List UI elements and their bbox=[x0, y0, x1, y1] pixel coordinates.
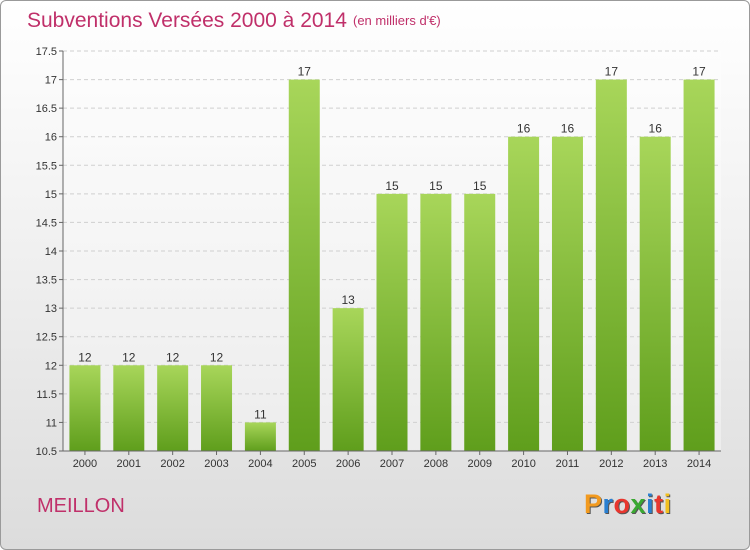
proxiti-logo: Proxiti bbox=[584, 489, 672, 520]
x-tick-label: 2009 bbox=[467, 458, 491, 470]
bar bbox=[332, 308, 364, 451]
value-label: 13 bbox=[341, 293, 355, 307]
bar bbox=[113, 365, 145, 451]
y-tick-label: 10.5 bbox=[36, 446, 57, 458]
x-tick-label: 2004 bbox=[248, 458, 272, 470]
value-label: 16 bbox=[517, 122, 531, 136]
y-tick-label: 14.5 bbox=[36, 217, 57, 229]
value-label: 17 bbox=[692, 65, 706, 79]
y-tick-label: 15 bbox=[45, 189, 57, 201]
y-tick-label: 17 bbox=[45, 75, 57, 87]
y-tick-label: 12 bbox=[45, 360, 57, 372]
value-label: 16 bbox=[649, 122, 663, 136]
value-label: 15 bbox=[385, 179, 399, 193]
y-tick-label: 17.5 bbox=[36, 46, 57, 58]
logo-letter: P bbox=[584, 489, 603, 519]
bar bbox=[639, 136, 671, 451]
value-label: 12 bbox=[122, 350, 136, 364]
value-label: 17 bbox=[605, 65, 619, 79]
bars bbox=[69, 79, 715, 452]
bar bbox=[157, 365, 189, 451]
y-tick-label: 16 bbox=[45, 132, 57, 144]
x-tick-label: 2007 bbox=[380, 458, 404, 470]
commune-name: MEILLON bbox=[37, 495, 125, 517]
logo-letter: i bbox=[663, 489, 672, 519]
x-tick-label: 2006 bbox=[336, 458, 360, 470]
bar bbox=[508, 136, 540, 451]
bar bbox=[420, 193, 452, 451]
chart-title: Subventions Versées 2000 à 2014 bbox=[27, 9, 347, 32]
bar bbox=[69, 365, 101, 451]
x-tick-label: 2000 bbox=[73, 458, 97, 470]
x-tick-label: 2011 bbox=[556, 458, 580, 470]
x-tick-label: 2010 bbox=[511, 458, 535, 470]
value-label: 16 bbox=[561, 122, 575, 136]
x-tick-label: 2012 bbox=[599, 458, 623, 470]
value-label: 12 bbox=[166, 350, 180, 364]
y-axis-labels: 10.5 11 11.5 12 12.5 13 13.5 14 14.5 15 15.5 16 16.5… bbox=[36, 46, 57, 458]
x-tick-label: 2005 bbox=[292, 458, 316, 470]
bar bbox=[288, 79, 320, 452]
x-tick-label: 2013 bbox=[643, 458, 667, 470]
x-tick-label: 2002 bbox=[160, 458, 184, 470]
bar bbox=[464, 193, 496, 451]
y-tick-label: 11 bbox=[46, 417, 57, 429]
x-tick-label: 2003 bbox=[204, 458, 228, 470]
value-label: 15 bbox=[429, 179, 443, 193]
value-label: 17 bbox=[298, 65, 312, 79]
y-tick-label: 15.5 bbox=[36, 160, 57, 172]
value-label: 15 bbox=[473, 179, 487, 193]
axes bbox=[59, 50, 721, 455]
y-tick-label: 13 bbox=[45, 303, 57, 315]
x-tick-label: 2014 bbox=[687, 458, 711, 470]
logo-letter: i bbox=[646, 489, 655, 519]
logo-letter: x bbox=[630, 489, 647, 519]
bar bbox=[595, 79, 627, 452]
logo-letter: o bbox=[613, 489, 631, 519]
logo-letter: r bbox=[602, 489, 614, 519]
bar bbox=[244, 422, 276, 451]
value-label: 12 bbox=[210, 350, 224, 364]
x-axis-labels: 2000 2001 2002 2003 2004 2005 2006 2007 2008 2009… bbox=[73, 458, 712, 470]
logo-letter: t bbox=[654, 489, 664, 519]
value-label: 11 bbox=[254, 407, 267, 421]
y-tick-label: 14 bbox=[45, 246, 57, 258]
y-tick-label: 12.5 bbox=[36, 332, 57, 344]
x-tick-label: 2001 bbox=[117, 458, 141, 470]
value-label: 12 bbox=[78, 350, 92, 364]
value-labels: 12 12 12 12 11 17 13 15 15 15 16 16 17 16 17 bbox=[78, 65, 706, 422]
bar bbox=[201, 365, 233, 451]
y-tick-label: 16.5 bbox=[36, 103, 57, 115]
bar bbox=[551, 136, 583, 451]
y-tick-label: 11.5 bbox=[36, 389, 57, 401]
bar bbox=[683, 79, 715, 452]
x-tick-label: 2008 bbox=[424, 458, 448, 470]
chart-subtitle: (en milliers d'€) bbox=[353, 13, 441, 28]
bar bbox=[376, 193, 408, 451]
y-tick-label: 13.5 bbox=[36, 275, 57, 287]
